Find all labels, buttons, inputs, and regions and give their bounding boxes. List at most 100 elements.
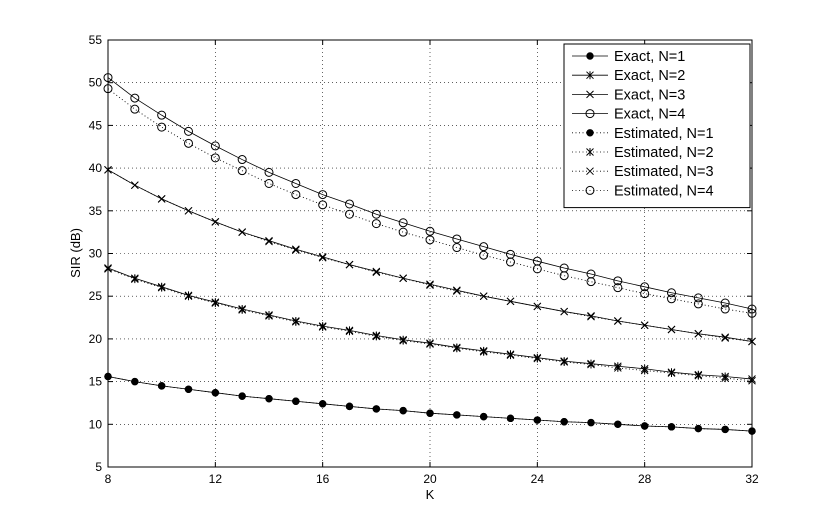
data-point: [157, 283, 166, 292]
data-point: [426, 409, 434, 417]
data-point: [613, 283, 623, 293]
legend-marker: [586, 167, 594, 176]
data-point: [587, 312, 595, 321]
data-point: [345, 209, 354, 219]
data-point: [694, 371, 703, 380]
data-point: [613, 276, 623, 286]
data-point: [721, 333, 730, 342]
data-point: [265, 236, 273, 245]
x-tick-label: 32: [745, 472, 759, 486]
data-point: [291, 178, 301, 188]
axis-ticks: 8 12 16 20 24 28 32 5 10 15 20 25 30 35 40 45 50 55: [89, 33, 759, 486]
legend-marker: [586, 90, 594, 99]
data-point: [292, 397, 300, 405]
legend-label: Exact, N=4: [614, 107, 685, 123]
data-point: [371, 209, 381, 219]
data-point: [640, 289, 650, 299]
legend-label: Exact, N=3: [614, 87, 685, 103]
data-point: [587, 311, 595, 320]
data-point: [184, 292, 193, 301]
data-point: [184, 206, 193, 215]
x-tick-label: 28: [638, 472, 652, 486]
legend-marker: [586, 129, 594, 137]
data-point: [157, 122, 167, 132]
data-point: [426, 281, 434, 289]
data-point: [264, 178, 274, 188]
data-point: [184, 126, 193, 136]
data-point: [345, 260, 354, 269]
data-point: [721, 374, 730, 383]
data-point: [614, 420, 622, 428]
y-axis-label: SIR (dB): [68, 228, 83, 278]
data-point: [130, 93, 140, 103]
data-point: [318, 200, 328, 210]
data-point: [426, 340, 434, 349]
x-tick-label: 16: [316, 472, 330, 486]
legend-marker: [586, 148, 594, 156]
data-point: [721, 425, 729, 434]
data-point: [425, 226, 435, 236]
data-point: [372, 267, 381, 276]
data-point: [372, 268, 381, 277]
data-point: [184, 138, 193, 148]
data-point: [506, 297, 515, 306]
data-point: [453, 411, 461, 419]
data-point: [345, 199, 354, 209]
legend-label: Estimated, N=4: [614, 183, 714, 199]
data-point: [640, 366, 649, 375]
y-tick-label: 30: [89, 247, 103, 261]
x-tick-label: 20: [423, 472, 437, 486]
y-tick-label: 50: [89, 76, 103, 90]
data-point: [345, 402, 354, 411]
data-point: [345, 327, 354, 336]
legend-marker: [586, 52, 594, 60]
data-point: [372, 332, 381, 341]
data-point: [265, 394, 273, 403]
data-point: [318, 322, 327, 331]
data-point: [506, 351, 515, 360]
data-point: [479, 412, 488, 421]
y-tick-label: 55: [89, 33, 103, 47]
legend-box: [563, 43, 751, 209]
data-point: [371, 219, 381, 229]
data-point: [506, 257, 515, 267]
legend-label: Estimated, N=2: [614, 145, 714, 161]
data-point: [291, 246, 300, 254]
x-tick-label: 24: [531, 472, 545, 486]
legend-item: Estimated, N=3: [572, 164, 714, 180]
data-point: [211, 218, 220, 226]
x-tick-label: 8: [105, 472, 112, 486]
data-point: [265, 311, 273, 320]
data-point: [613, 317, 622, 325]
data-point: [157, 194, 166, 203]
data-point: [398, 227, 408, 237]
data-point: [506, 414, 515, 423]
series-line: [107, 77, 753, 310]
data-point: [667, 288, 676, 298]
legend: Exact, N=1 Exact, N=2 Exact, N=3 Exact, N=4…: [563, 43, 751, 209]
data-point: [291, 190, 301, 200]
data-point: [210, 141, 220, 151]
data-point: [586, 277, 596, 287]
data-point: [587, 418, 595, 427]
legend-item: Exact, N=1: [572, 49, 685, 65]
data-point: [184, 385, 193, 393]
data-point: [479, 292, 488, 301]
data-point: [399, 274, 408, 283]
x-tick-label: 12: [209, 472, 223, 486]
data-point: [479, 347, 488, 356]
data-point: [265, 237, 273, 246]
data-point: [130, 275, 139, 284]
data-point: [560, 418, 568, 426]
data-point: [560, 307, 569, 316]
legend-label: Estimated, N=1: [614, 126, 714, 142]
data-point: [533, 302, 542, 311]
data-point: [426, 280, 434, 289]
series-layer: [103, 73, 757, 435]
legend-item: Exact, N=3: [572, 87, 685, 103]
data-point: [372, 405, 381, 413]
data-point: [238, 228, 247, 237]
data-point: [210, 153, 220, 163]
y-tick-label: 25: [89, 289, 103, 303]
